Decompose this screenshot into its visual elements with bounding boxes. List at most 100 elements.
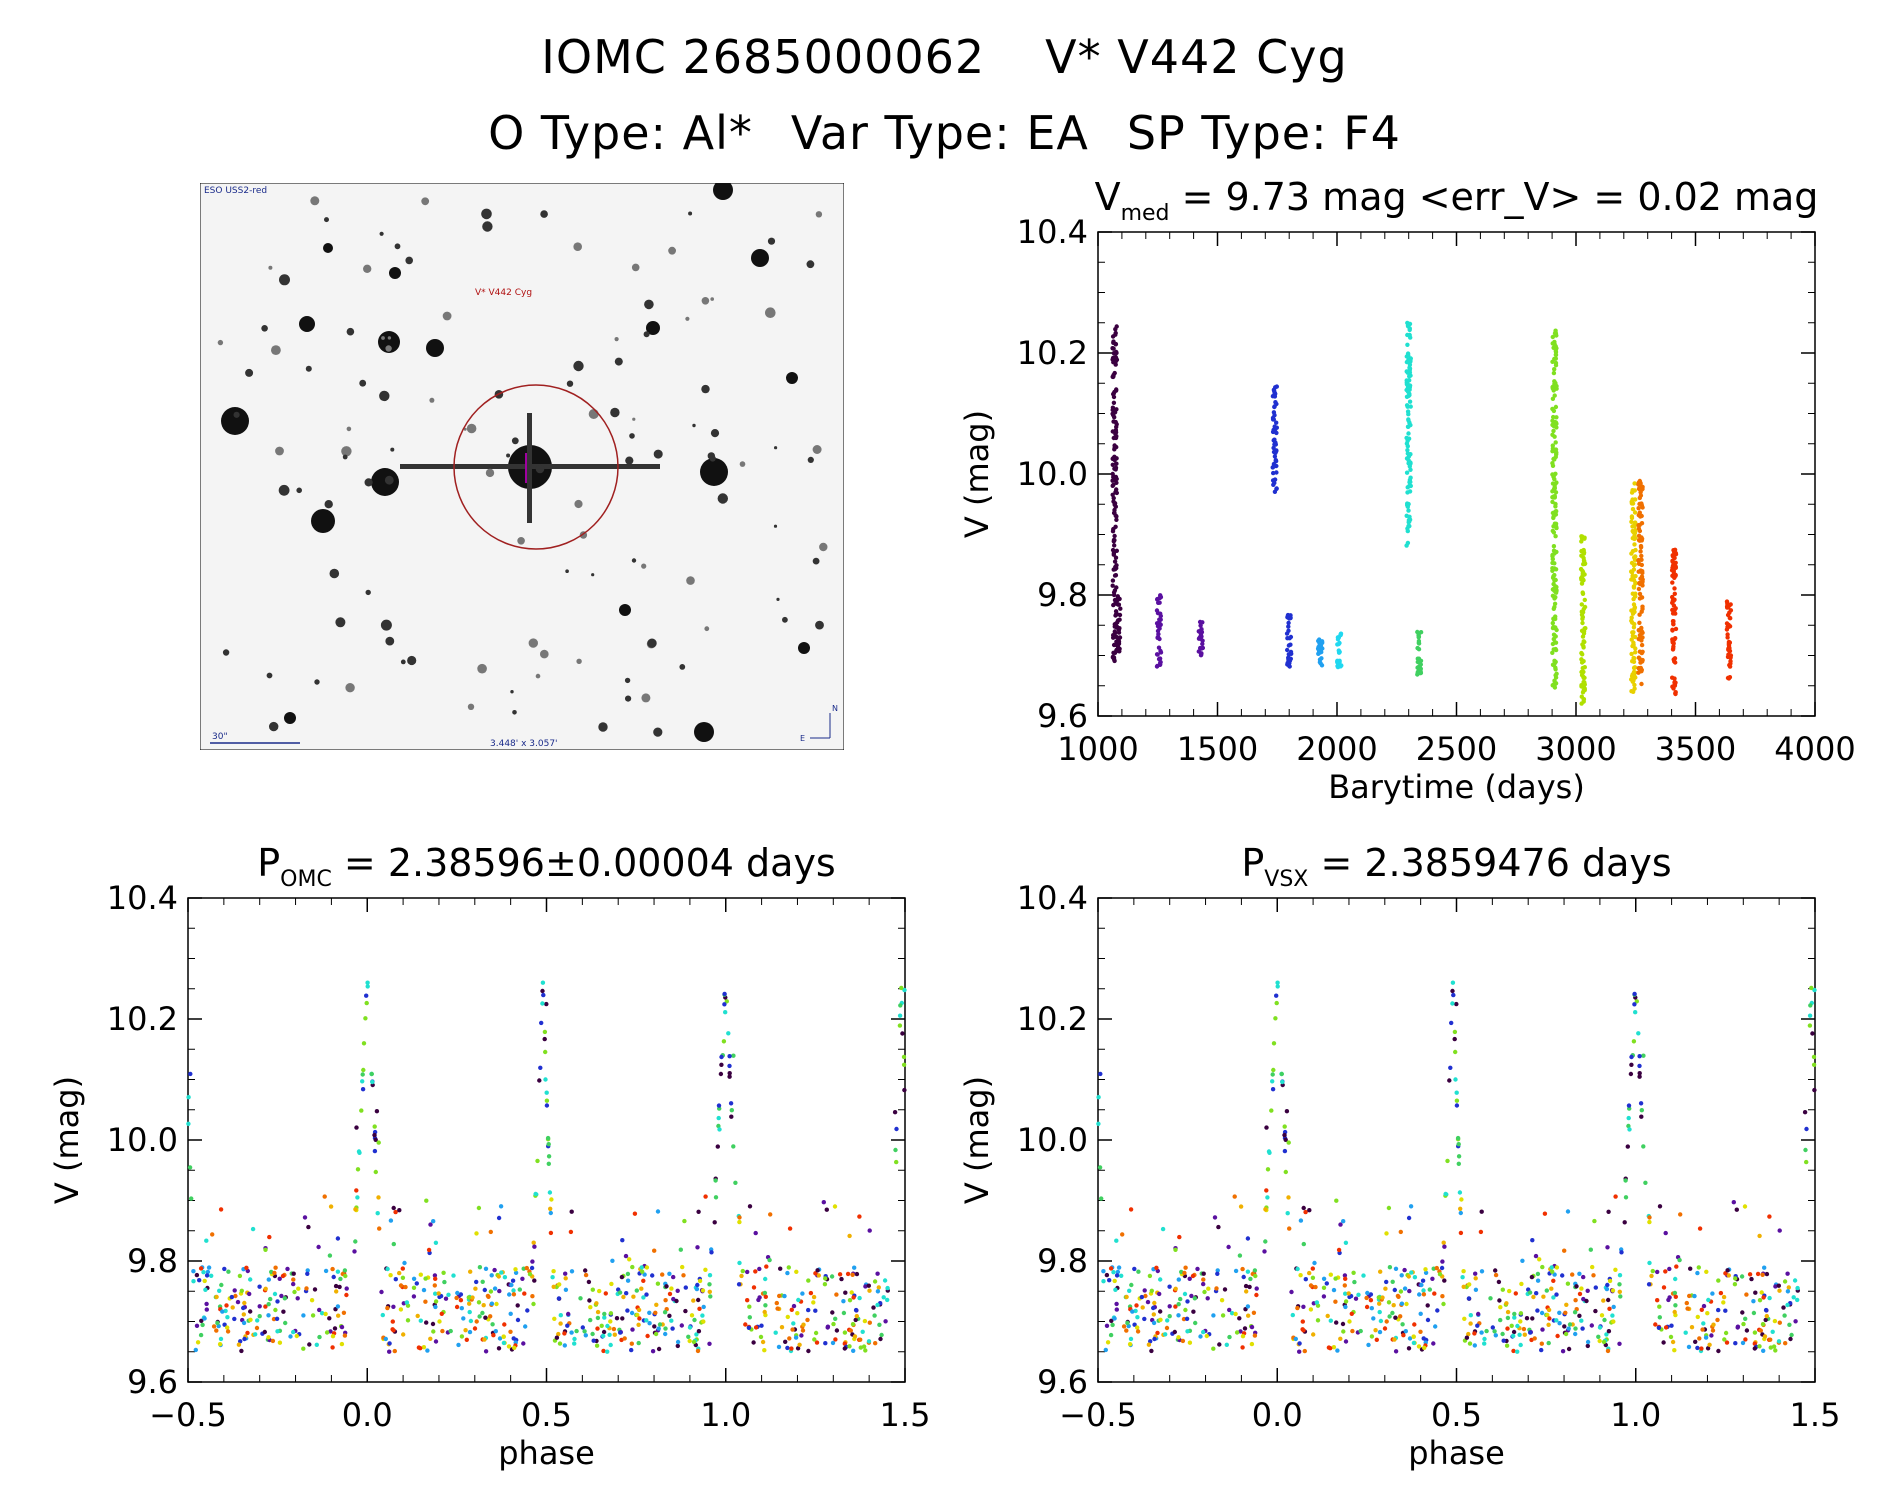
star: [261, 325, 268, 332]
data-point: [853, 1317, 858, 1323]
data-point: [1629, 1062, 1634, 1068]
data-point: [1266, 1149, 1272, 1154]
data-point: [1104, 1272, 1110, 1278]
data-point: [1728, 616, 1733, 621]
data-point: [433, 1276, 438, 1282]
data-point: [1610, 1288, 1616, 1293]
data-point: [1243, 1283, 1249, 1289]
data-point: [1553, 659, 1558, 665]
data-point: [1158, 1309, 1163, 1314]
data-point: [1282, 1124, 1287, 1129]
data-point: [1111, 339, 1116, 344]
data-point: [330, 1345, 335, 1350]
data-point: [1637, 620, 1642, 625]
data-point: [618, 1330, 623, 1335]
data-point: [1287, 664, 1292, 669]
data-point: [1254, 1292, 1259, 1298]
data-point: [1393, 1349, 1399, 1354]
data-point: [1134, 1303, 1139, 1308]
data-point: [426, 1247, 432, 1253]
data-point: [1777, 1288, 1782, 1293]
data-point: [1116, 630, 1122, 635]
data-point: [1811, 1062, 1817, 1068]
data-point: [848, 1328, 853, 1333]
data-point: [1630, 488, 1635, 493]
data-point: [194, 1323, 200, 1329]
data-point: [1761, 1348, 1766, 1354]
y-tick-label: 9.8: [127, 1242, 178, 1280]
data-point: [759, 1323, 764, 1328]
data-point: [511, 1288, 516, 1293]
star: [442, 311, 452, 321]
data-point: [1110, 1322, 1115, 1328]
data-point: [1788, 1336, 1793, 1342]
data-point: [878, 1336, 883, 1342]
data-point: [1274, 486, 1279, 491]
data-point: [1663, 1230, 1668, 1236]
data-point: [617, 1290, 623, 1295]
data-point: [1456, 1154, 1462, 1159]
star: [472, 425, 476, 430]
data-point: [1637, 657, 1643, 662]
data-point: [1176, 1313, 1181, 1318]
data-point: [762, 1348, 767, 1353]
data-point: [1650, 1268, 1656, 1274]
data-point: [1545, 1312, 1550, 1318]
data-point: [200, 1322, 205, 1328]
data-point: [1112, 1316, 1117, 1321]
data-point: [1579, 1318, 1584, 1323]
data-point: [513, 1267, 518, 1272]
data-point: [1518, 1311, 1524, 1316]
data-point: [1541, 1294, 1546, 1299]
data-point: [1629, 519, 1634, 524]
data-point: [1546, 1307, 1552, 1313]
star: [573, 242, 582, 251]
data-point: [535, 1158, 540, 1164]
data-point: [1582, 626, 1587, 631]
data-point: [1434, 1265, 1440, 1271]
data-point: [1683, 1330, 1688, 1335]
data-point: [483, 1315, 488, 1320]
data-point: [1552, 566, 1557, 571]
data-point: [1411, 1334, 1416, 1340]
data-point: [1562, 1324, 1567, 1329]
data-point: [1198, 653, 1204, 658]
star: [364, 478, 373, 487]
data-point: [776, 1344, 782, 1350]
data-point: [1111, 435, 1117, 441]
data-point: [634, 1288, 639, 1293]
data-point: [1158, 613, 1164, 619]
data-point: [689, 1313, 695, 1318]
data-point: [1505, 1315, 1511, 1321]
data-point: [1270, 415, 1276, 421]
data-point: [546, 1142, 551, 1147]
star: [517, 537, 525, 545]
data-point: [1270, 1079, 1275, 1084]
data-point: [563, 1287, 569, 1293]
data-point: [1639, 642, 1645, 648]
data-point: [1406, 1346, 1412, 1351]
x-tick-label: 3000: [1535, 730, 1616, 768]
data-point: [1287, 613, 1293, 619]
data-point: [1582, 682, 1588, 687]
data-point: [1128, 1336, 1134, 1342]
data-point: [652, 1248, 657, 1253]
data-point: [773, 1330, 778, 1335]
data-point: [1638, 481, 1643, 486]
data-point: [421, 1345, 427, 1350]
data-point: [1580, 1326, 1585, 1331]
data-point: [1114, 517, 1119, 522]
data-point: [1454, 1103, 1460, 1108]
data-point: [1582, 597, 1588, 603]
data-point: [274, 1316, 280, 1322]
data-point: [508, 1329, 513, 1335]
data-point: [1192, 1296, 1198, 1301]
data-point: [861, 1344, 867, 1349]
data-point: [1112, 389, 1117, 395]
data-point: [448, 1328, 453, 1334]
data-point: [328, 1204, 334, 1209]
data-point: [1733, 1341, 1738, 1346]
data-point: [305, 1271, 310, 1277]
data-point: [800, 1328, 806, 1333]
star: [390, 447, 395, 452]
